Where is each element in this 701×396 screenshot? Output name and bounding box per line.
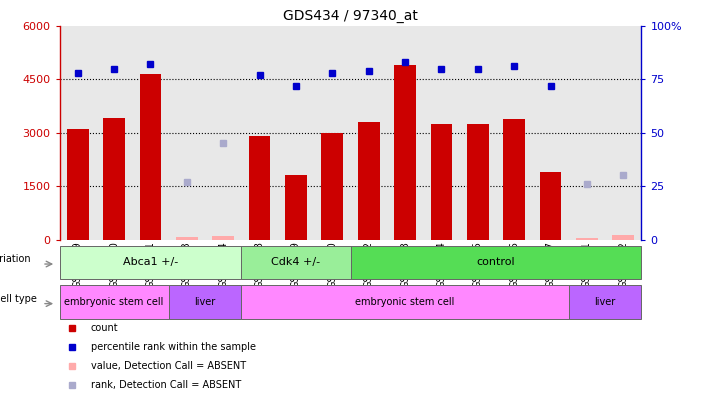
Bar bbox=[423, 26, 460, 240]
Text: control: control bbox=[477, 257, 515, 267]
Text: embryonic stem cell: embryonic stem cell bbox=[64, 297, 164, 307]
Text: embryonic stem cell: embryonic stem cell bbox=[355, 297, 455, 307]
Bar bbox=[569, 26, 605, 240]
Text: Cdk4 +/-: Cdk4 +/- bbox=[271, 257, 320, 267]
Bar bbox=[96, 26, 132, 240]
Bar bbox=[387, 26, 423, 240]
Bar bbox=[321, 133, 343, 240]
Bar bbox=[358, 122, 380, 240]
Bar bbox=[212, 236, 234, 240]
Text: count: count bbox=[91, 323, 118, 333]
Bar bbox=[350, 26, 387, 240]
Text: value, Detection Call = ABSENT: value, Detection Call = ABSENT bbox=[91, 361, 246, 371]
Bar bbox=[249, 136, 271, 240]
Bar bbox=[241, 246, 350, 279]
Bar bbox=[60, 246, 241, 279]
Bar bbox=[605, 26, 641, 240]
Bar bbox=[139, 74, 161, 240]
Bar bbox=[67, 129, 88, 240]
Text: Abca1 +/-: Abca1 +/- bbox=[123, 257, 178, 267]
Bar bbox=[278, 26, 314, 240]
Text: liver: liver bbox=[594, 297, 615, 307]
Bar bbox=[394, 65, 416, 240]
Bar bbox=[467, 124, 489, 240]
Text: genotype/variation: genotype/variation bbox=[0, 254, 31, 264]
Bar bbox=[496, 26, 532, 240]
Bar bbox=[176, 238, 198, 240]
Bar bbox=[241, 285, 569, 319]
Bar bbox=[569, 285, 641, 319]
Bar bbox=[503, 119, 525, 240]
Bar bbox=[460, 26, 496, 240]
Bar bbox=[241, 26, 278, 240]
Bar bbox=[60, 285, 169, 319]
Text: cell type: cell type bbox=[0, 293, 36, 304]
Text: rank, Detection Call = ABSENT: rank, Detection Call = ABSENT bbox=[91, 380, 241, 390]
Title: GDS434 / 97340_at: GDS434 / 97340_at bbox=[283, 10, 418, 23]
Bar bbox=[540, 172, 562, 240]
Bar bbox=[169, 285, 241, 319]
Bar bbox=[205, 26, 241, 240]
Bar bbox=[285, 175, 307, 240]
Bar bbox=[576, 238, 598, 240]
Bar bbox=[60, 26, 96, 240]
Bar bbox=[532, 26, 569, 240]
Text: percentile rank within the sample: percentile rank within the sample bbox=[91, 342, 256, 352]
Bar bbox=[132, 26, 169, 240]
Bar bbox=[169, 26, 205, 240]
Bar bbox=[350, 246, 641, 279]
Bar bbox=[613, 235, 634, 240]
Text: liver: liver bbox=[194, 297, 216, 307]
Bar bbox=[430, 124, 452, 240]
Bar bbox=[103, 118, 125, 240]
Bar bbox=[314, 26, 350, 240]
